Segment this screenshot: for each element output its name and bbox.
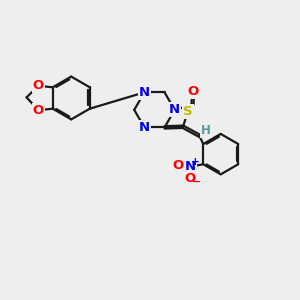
Text: O: O bbox=[188, 85, 199, 98]
Text: O: O bbox=[33, 79, 44, 92]
Text: O: O bbox=[172, 159, 184, 172]
Text: N: N bbox=[185, 160, 196, 173]
Text: N: N bbox=[169, 103, 180, 116]
Text: O: O bbox=[184, 172, 196, 185]
Text: O: O bbox=[33, 104, 44, 117]
Text: N: N bbox=[139, 121, 150, 134]
Text: N: N bbox=[139, 86, 150, 99]
Text: S: S bbox=[183, 105, 193, 119]
Text: −: − bbox=[191, 177, 201, 187]
Text: +: + bbox=[190, 157, 199, 166]
Text: H: H bbox=[201, 124, 211, 137]
